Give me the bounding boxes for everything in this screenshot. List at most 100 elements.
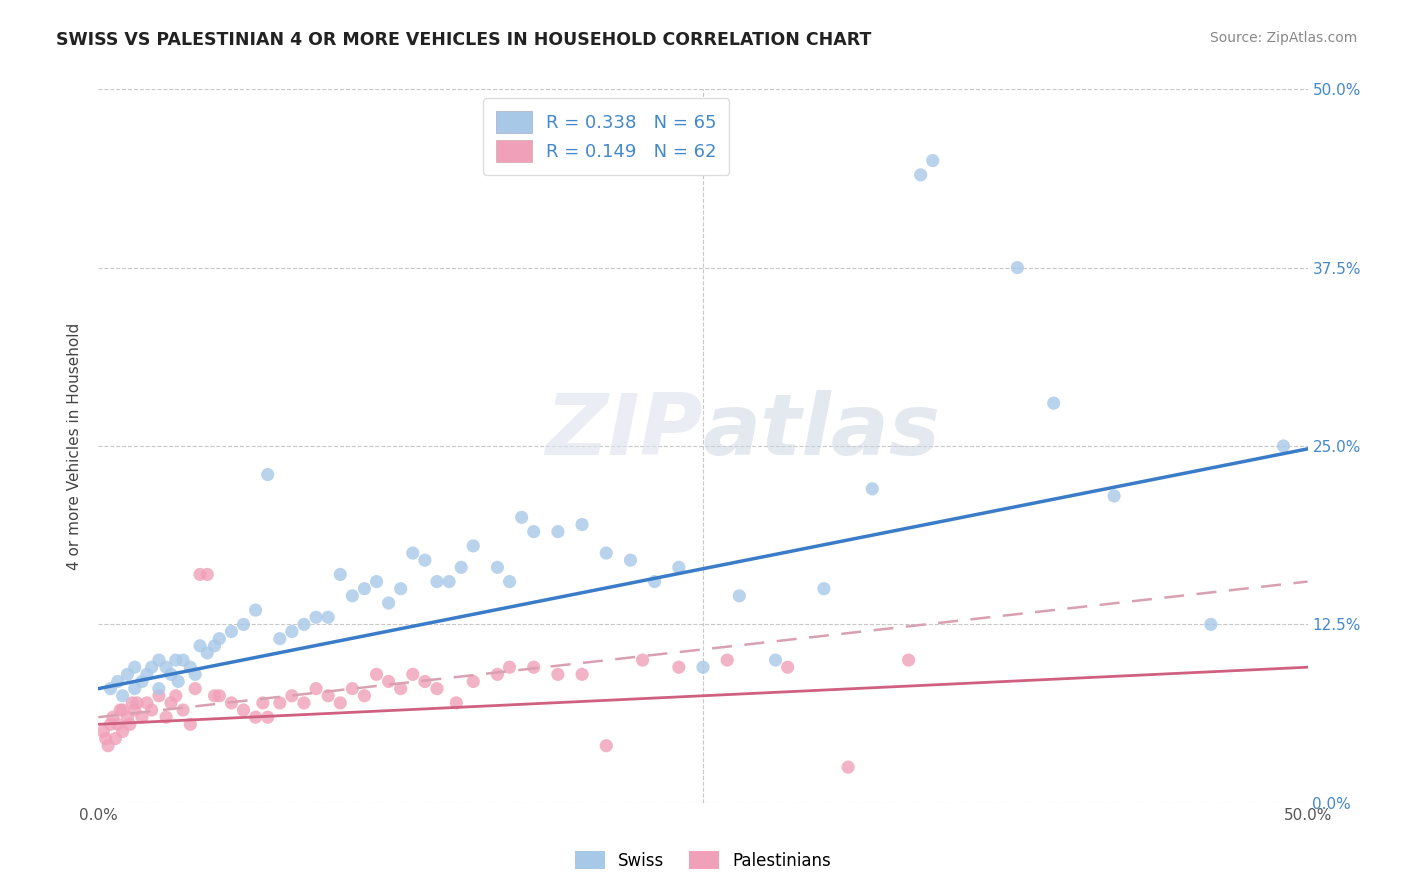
Point xyxy=(498,574,520,589)
Point xyxy=(208,689,231,703)
Point xyxy=(413,553,436,567)
Point xyxy=(127,696,149,710)
Point xyxy=(316,610,339,624)
Text: Source: ZipAtlas.com: Source: ZipAtlas.com xyxy=(1209,31,1357,45)
Point xyxy=(148,653,170,667)
Point xyxy=(389,681,412,696)
Point xyxy=(281,689,304,703)
Point xyxy=(292,617,315,632)
Point xyxy=(141,660,163,674)
Point xyxy=(402,546,425,560)
Point xyxy=(668,660,690,674)
Point xyxy=(252,696,274,710)
Point xyxy=(256,467,278,482)
Text: ZIP: ZIP xyxy=(546,390,703,474)
Point xyxy=(160,696,183,710)
Point xyxy=(135,696,157,710)
Point xyxy=(366,574,388,589)
Point xyxy=(256,710,278,724)
Point xyxy=(353,689,375,703)
Point xyxy=(184,667,207,681)
Point xyxy=(486,667,509,681)
Point xyxy=(100,717,122,731)
Point xyxy=(221,624,243,639)
Point xyxy=(463,539,485,553)
Point xyxy=(446,696,468,710)
Point xyxy=(245,603,267,617)
Point xyxy=(413,674,436,689)
Point xyxy=(195,567,218,582)
Point xyxy=(426,681,449,696)
Point xyxy=(172,653,194,667)
Point xyxy=(148,689,170,703)
Point xyxy=(366,667,388,681)
Point xyxy=(232,617,254,632)
Text: atlas: atlas xyxy=(703,390,941,474)
Point xyxy=(547,667,569,681)
Point xyxy=(329,567,352,582)
Point xyxy=(910,168,932,182)
Point xyxy=(131,710,153,724)
Point xyxy=(377,596,399,610)
Point xyxy=(1042,396,1064,410)
Point xyxy=(107,717,129,731)
Point xyxy=(571,517,593,532)
Point xyxy=(188,567,211,582)
Point xyxy=(860,482,883,496)
Point xyxy=(305,610,328,624)
Point xyxy=(644,574,666,589)
Point xyxy=(94,731,117,746)
Point xyxy=(498,660,520,674)
Point xyxy=(486,560,509,574)
Point xyxy=(100,681,122,696)
Point xyxy=(91,724,114,739)
Point xyxy=(141,703,163,717)
Point xyxy=(776,660,799,674)
Point xyxy=(148,681,170,696)
Point xyxy=(165,689,187,703)
Point xyxy=(389,582,412,596)
Point xyxy=(547,524,569,539)
Point xyxy=(117,667,139,681)
Point xyxy=(204,689,226,703)
Point xyxy=(342,589,364,603)
Point xyxy=(155,660,177,674)
Point xyxy=(135,667,157,681)
Point xyxy=(204,639,226,653)
Point xyxy=(619,553,641,567)
Point xyxy=(450,560,472,574)
Point xyxy=(1272,439,1295,453)
Point xyxy=(716,653,738,667)
Point xyxy=(510,510,533,524)
Point xyxy=(342,681,364,696)
Point xyxy=(305,681,328,696)
Point xyxy=(117,710,139,724)
Point xyxy=(571,667,593,681)
Point xyxy=(292,696,315,710)
Point xyxy=(232,703,254,717)
Point xyxy=(165,653,187,667)
Point xyxy=(463,674,485,689)
Point xyxy=(1199,617,1222,632)
Point xyxy=(179,717,201,731)
Point xyxy=(179,660,201,674)
Point xyxy=(269,696,291,710)
Point xyxy=(1007,260,1029,275)
Point xyxy=(269,632,291,646)
Point xyxy=(124,703,146,717)
Point xyxy=(160,667,183,681)
Point xyxy=(111,724,134,739)
Point xyxy=(101,710,124,724)
Point xyxy=(188,639,211,653)
Point xyxy=(184,681,207,696)
Point xyxy=(195,646,218,660)
Point xyxy=(131,674,153,689)
Point xyxy=(316,689,339,703)
Point xyxy=(377,674,399,689)
Point xyxy=(523,524,546,539)
Legend: R = 0.338   N = 65, R = 0.149   N = 62: R = 0.338 N = 65, R = 0.149 N = 62 xyxy=(484,98,730,175)
Point xyxy=(245,710,267,724)
Point xyxy=(437,574,460,589)
Point xyxy=(631,653,654,667)
Point xyxy=(595,546,617,560)
